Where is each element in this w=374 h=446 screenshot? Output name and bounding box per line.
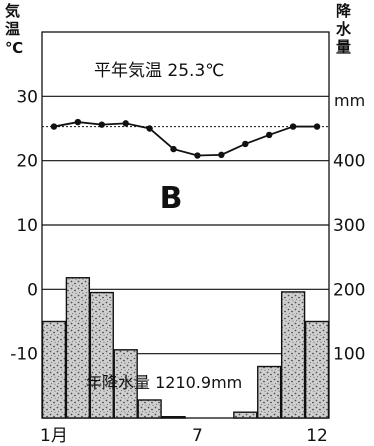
x-tick-label: 7 <box>192 426 203 446</box>
right-axis-label-char-1: 降 <box>336 2 352 20</box>
precipitation-bar <box>233 411 258 419</box>
precipitation-bars <box>41 277 330 419</box>
precipitation-bar <box>65 277 91 419</box>
precipitation-bar <box>137 399 162 419</box>
axis-ticks: -10 0 10 20 30 100 200 300 400 1月 7 12 <box>10 87 365 446</box>
temperature-line <box>53 121 318 157</box>
right-axis-label-char-2: 水 <box>336 20 352 38</box>
temperature-point <box>313 123 321 130</box>
left-tick-label: 30 <box>16 87 38 107</box>
left-axis-label-char-2: 温 <box>5 20 20 38</box>
avg-temp-annotation: 平年気温 25.3℃ <box>94 61 224 81</box>
temperature-point <box>266 131 273 139</box>
right-tick-label: 100 <box>333 345 365 365</box>
annual-precip-annotation: 年降水量 1210.9mm <box>86 373 242 392</box>
temperature-series <box>50 118 321 159</box>
temperature-point <box>242 140 249 148</box>
right-tick-label: 400 <box>333 152 365 172</box>
temperature-point <box>194 152 201 159</box>
precipitation-bar <box>304 320 330 419</box>
precipitation-bar <box>257 365 282 419</box>
left-tick-label: 20 <box>16 152 38 172</box>
left-axis-unit: ℃ <box>5 39 23 57</box>
right-axis-unit: mm <box>334 91 365 110</box>
precipitation-bar <box>161 416 186 419</box>
left-tick-label: -10 <box>10 345 38 365</box>
left-axis-label-char-1: 気 <box>5 2 20 20</box>
precipitation-bar <box>89 291 114 419</box>
left-tick-label: 0 <box>27 280 38 300</box>
x-tick-label: 12 <box>306 426 328 446</box>
precipitation-bar <box>113 349 138 419</box>
precipitation-bar <box>41 320 67 419</box>
temperature-point <box>289 123 297 130</box>
temperature-point <box>218 151 225 159</box>
chart-title: B <box>160 181 183 216</box>
x-tick-label: 1月 <box>40 426 68 446</box>
temperature-point <box>170 145 177 153</box>
left-tick-label: 10 <box>16 216 38 236</box>
right-tick-label: 200 <box>333 280 365 300</box>
temperature-point <box>122 120 129 127</box>
right-axis-label-char-3: 量 <box>336 38 351 56</box>
right-tick-label: 300 <box>333 216 365 236</box>
precipitation-bar <box>280 291 306 419</box>
temperature-point <box>74 118 82 126</box>
temperature-point <box>50 123 58 130</box>
